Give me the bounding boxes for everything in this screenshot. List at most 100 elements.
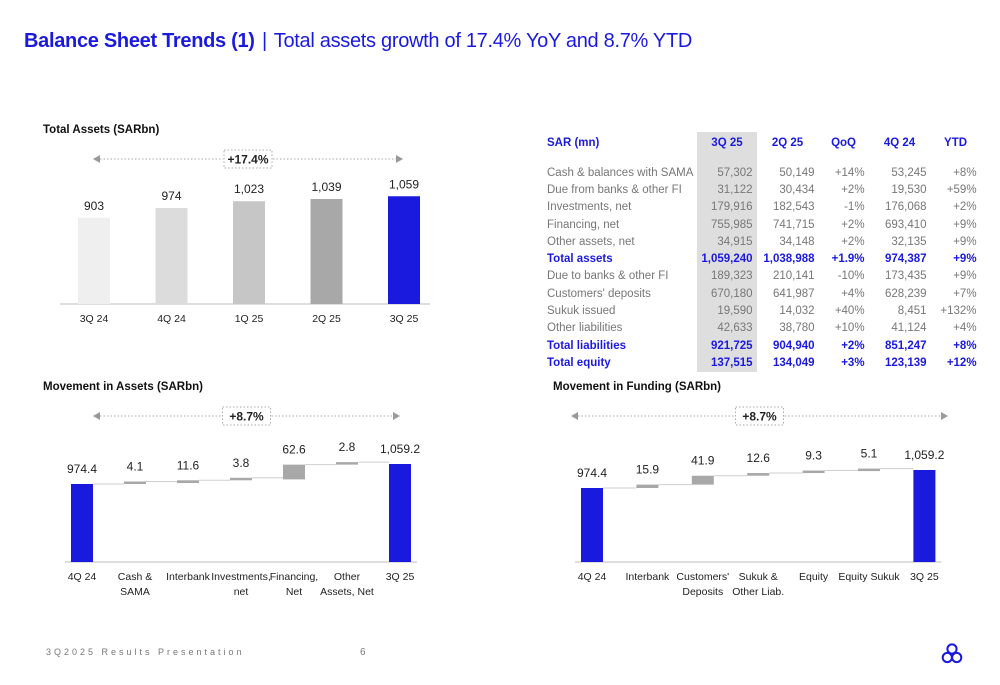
movement-assets-growth-box	[222, 406, 271, 426]
table-cell: 14,032	[779, 305, 815, 318]
movement-funding-category-label: Sukuk &	[739, 571, 778, 583]
table-cell: +8%	[953, 166, 977, 179]
movement-assets-growth-arrow-left	[93, 412, 100, 420]
movement-funding-category-label: Deposits	[682, 586, 723, 598]
movement-funding-category-label: Interbank	[626, 571, 671, 583]
total-assets-category-label: 1Q 25	[235, 313, 264, 325]
table-cell: 670,180	[697, 285, 757, 303]
table-cell: +4%	[953, 322, 977, 335]
table-cell: 182,543	[772, 201, 815, 214]
row-label: Other assets, net	[547, 235, 635, 248]
movement-assets-category-label: Other	[334, 571, 361, 583]
table-row: Sukuk issued 19,590 14,032 +40% 8,451 +132%	[543, 302, 981, 320]
row-label: Due from banks & other FI	[547, 183, 682, 196]
movement-funding-value-label: 974.4	[577, 466, 607, 480]
movement-funding-bar	[913, 470, 936, 562]
table-cell: 176,068	[884, 201, 927, 214]
movement-assets-category-label: Assets, Net	[320, 586, 374, 598]
row-label: Customers' deposits	[547, 287, 651, 300]
table-cell: +4%	[841, 287, 865, 300]
movement-funding-category-label: Equity	[799, 571, 829, 583]
page-title: Balance Sheet Trends (1) | Total assets …	[24, 30, 692, 53]
total-assets-growth-arrow-left	[93, 155, 100, 163]
movement-funding-growth-arrow-right	[941, 412, 948, 420]
table-cell: +9%	[953, 270, 977, 283]
movement-funding-value-label: 5.1	[861, 447, 878, 461]
table-cell: 173,435	[884, 270, 927, 283]
total-assets-growth-label: +17.4%	[227, 153, 268, 167]
table-cell: +132%	[940, 305, 977, 318]
table-cell: 1,059,240	[697, 250, 757, 268]
movement-assets-category-label: Financing,	[270, 571, 318, 583]
table-header-2q25: 2Q 25	[771, 137, 804, 149]
total-assets-bar	[310, 199, 343, 304]
row-label: Due to banks & other FI	[547, 270, 669, 283]
row-label: Total equity	[547, 356, 611, 369]
total-assets-value-label: 1,039	[311, 180, 341, 194]
table-header-row: SAR (mn) 3Q 25 2Q 25 QoQ 4Q 24 YTD	[543, 132, 981, 154]
table-cell: 904,940	[772, 339, 815, 352]
bank-logo-icon	[940, 642, 964, 671]
table-cell: 628,239	[884, 287, 927, 300]
movement-funding-bar	[747, 473, 770, 476]
table-cell: 741,715	[772, 218, 815, 231]
total-assets-bar	[388, 196, 420, 304]
movement-assets-value-label: 974.4	[67, 462, 97, 476]
movement-assets-bar	[71, 484, 93, 562]
movement-funding-category-label: 4Q 24	[578, 571, 607, 583]
movement-funding-value-label: 9.3	[805, 449, 822, 463]
movement-funding-growth-arrow-left	[571, 412, 578, 420]
total-assets-value-label: 974	[161, 189, 181, 203]
table-cell: 179,916	[697, 198, 757, 216]
movement-funding-category-label: Customers'	[676, 571, 729, 583]
table-cell: 32,135	[891, 235, 927, 248]
table-row: Other assets, net 34,915 34,148 +2% 32,135 +9…	[543, 233, 981, 251]
page-number: 6	[360, 647, 366, 658]
table-cell: 210,141	[772, 270, 815, 283]
table-cell: 1,038,988	[763, 253, 815, 266]
movement-funding-chart-title: Movement in Funding (SARbn)	[553, 381, 722, 393]
movement-assets-bar	[230, 477, 252, 481]
movement-assets-bar	[336, 462, 358, 465]
movement-assets-value-label: 11.6	[177, 458, 200, 472]
movement-funding-value-label: 41.9	[691, 454, 715, 468]
movement-assets-category-label: net	[234, 586, 249, 598]
row-label: Financing, net	[547, 218, 620, 231]
movement-funding-value-label: 15.9	[636, 463, 660, 477]
table-cell: +9%	[953, 218, 977, 231]
table-cell: 8,451	[897, 305, 927, 318]
movement-assets-value-label: 1,059.2	[380, 442, 420, 456]
total-assets-bar	[155, 207, 188, 304]
movement-funding-value-label: 1,059.2	[904, 448, 944, 462]
movement-funding-bar	[802, 470, 825, 474]
table-row: Total assets 1,059,240 1,038,988 +1.9% 974,3…	[543, 250, 981, 268]
table-cell: +9%	[953, 253, 977, 266]
total-assets-growth-arrow-right	[396, 155, 403, 163]
table-header-4q24: 4Q 24	[883, 137, 916, 149]
table-cell: +10%	[834, 322, 865, 335]
table-cell: 41,124	[891, 322, 927, 335]
table-cell: 42,633	[697, 319, 757, 337]
table-cell: -1%	[844, 201, 865, 214]
row-label: Investments, net	[547, 201, 632, 214]
table-cell: 31,122	[697, 181, 757, 199]
movement-assets-value-label: 4.1	[127, 460, 144, 474]
table-header-ytd: YTD	[944, 137, 968, 149]
movement-funding-value-label: 12.6	[747, 451, 771, 465]
table-cell: +9%	[953, 235, 977, 248]
table-cell: +40%	[834, 305, 865, 318]
movement-funding-growth-box	[735, 406, 784, 426]
table-cell: 123,139	[884, 356, 927, 369]
balance-sheet-table: SAR (mn) 3Q 25 2Q 25 QoQ 4Q 24 YTD Cash …	[543, 132, 981, 372]
table-row: Other liabilities 42,633 38,780 +10% 41,124 +…	[543, 319, 981, 337]
row-label: Cash & balances with SAMA	[547, 166, 694, 179]
movement-funding-growth-label: +8.7%	[742, 410, 777, 424]
movement-funding-bar	[858, 468, 880, 472]
movement-assets-value-label: 62.6	[282, 443, 306, 457]
movement-assets-bar	[177, 480, 199, 484]
movement-assets-category-label: Investments,	[211, 571, 271, 583]
total-assets-chart-title: Total Assets (SARbn)	[43, 124, 160, 136]
movement-assets-chart-title: Movement in Assets (SARbn)	[43, 381, 203, 393]
total-assets-bar	[233, 201, 265, 304]
